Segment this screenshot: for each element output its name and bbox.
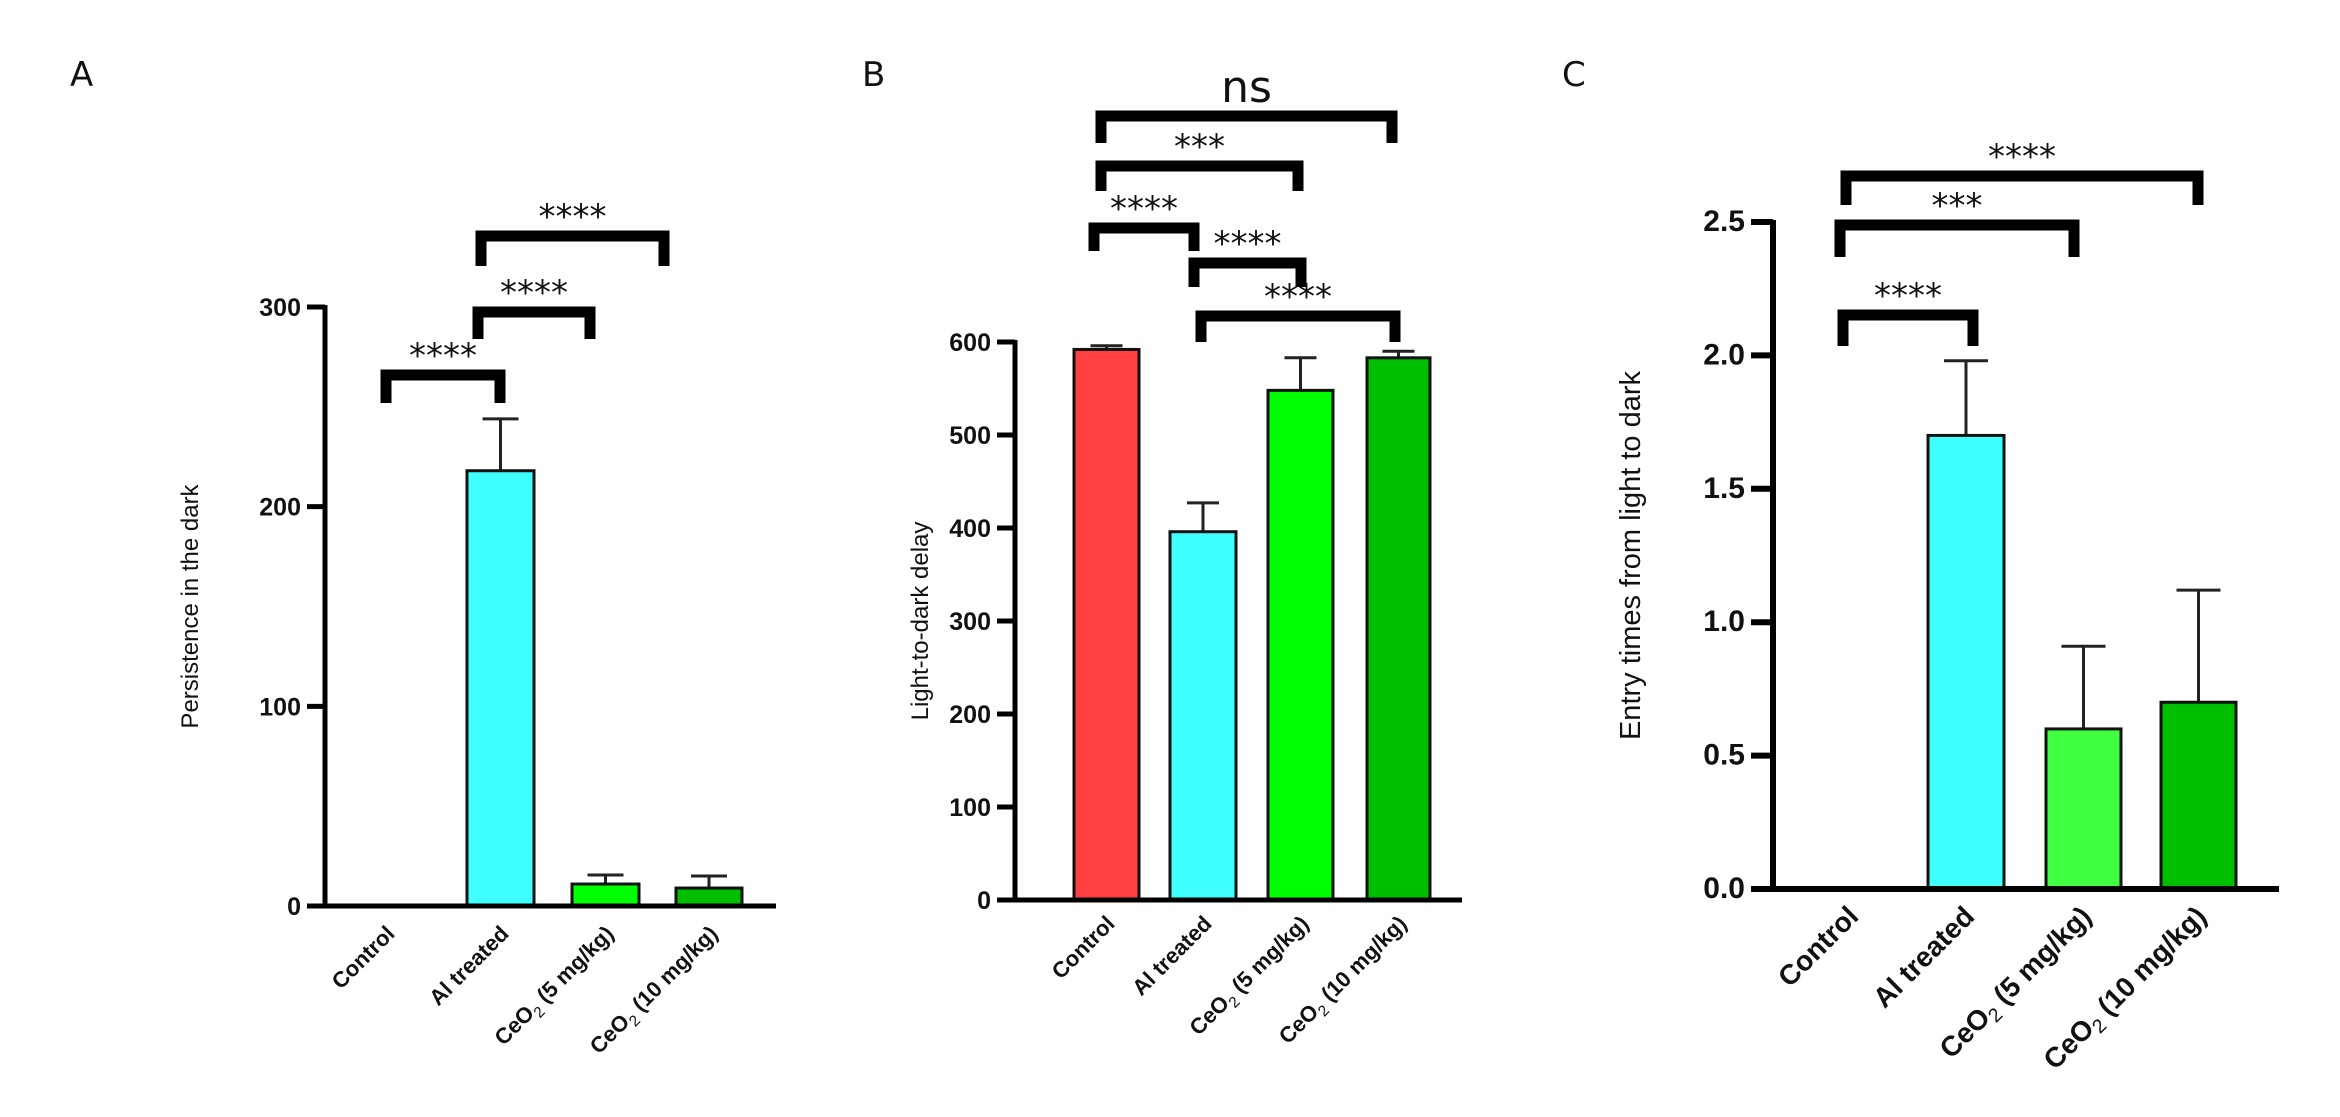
- bar-3: [1365, 356, 1432, 902]
- y-tick-label: 0: [287, 893, 301, 921]
- bar-2: [2044, 727, 2123, 891]
- significance-label: ****: [500, 273, 568, 313]
- bar-2: [570, 882, 641, 908]
- x-tick-label: Control: [327, 921, 400, 994]
- y-tick-label: 200: [259, 494, 301, 522]
- significance-bracket: [1834, 219, 2080, 257]
- y-tick-label: 0.5: [1703, 739, 1745, 772]
- significance-label: ****: [1110, 189, 1178, 229]
- y-tick-label: 300: [259, 294, 301, 322]
- significance-label: ****: [1874, 276, 1942, 316]
- bar-3: [674, 886, 744, 908]
- x-tick-label-text: (10 mg/kg): [1312, 911, 1412, 1011]
- bar-1: [465, 469, 536, 908]
- significance-bracket: [1195, 310, 1401, 342]
- x-tick-label-text: (5 mg/kg): [1982, 900, 2097, 1015]
- x-tick-label-text: Al treated: [1127, 911, 1216, 1000]
- significance-bracket: [1188, 257, 1307, 287]
- significance-label: ****: [1264, 277, 1332, 317]
- y-axis-title: Persistence in the dark: [177, 483, 204, 728]
- panel-a-chart: 0 100 200 300 Persistence in the dark Control…: [177, 197, 776, 1059]
- panel-c-chart: 0.0 0.5 1.0 1.5 2.0 2.5 Entry times from light…: [1615, 137, 2279, 1075]
- significance-bracket: [1095, 160, 1304, 191]
- x-tick-label: Al treated: [1127, 911, 1216, 1000]
- significance-bracket: [1840, 170, 2204, 205]
- x-tick-label-text: Al treated: [1867, 900, 1980, 1013]
- significance-bracket: [472, 306, 596, 339]
- y-tick-label: 300: [949, 608, 991, 636]
- x-tick-label-text: (5 mg/kg): [527, 921, 618, 1012]
- y-tick-label: 400: [949, 515, 991, 543]
- panel-letter-b: B: [862, 55, 885, 95]
- y-tick-label: 0.0: [1703, 872, 1745, 905]
- x-tick-label: Al treated: [1867, 900, 1980, 1013]
- x-tick-label-text: (10 mg/kg): [2086, 900, 2212, 1026]
- y-tick-label: 2.0: [1703, 338, 1745, 371]
- significance-bracket: [1837, 309, 1979, 346]
- significance-label: ****: [1214, 224, 1282, 264]
- significance-label: ***: [1174, 127, 1225, 167]
- x-tick-label-text: (5 mg/kg): [1222, 911, 1313, 1002]
- significance-label: ****: [1988, 137, 2056, 177]
- x-tick-label: Control: [1772, 900, 1864, 992]
- y-tick-label: 500: [949, 422, 991, 450]
- y-tick-label: 100: [259, 693, 301, 721]
- bar-0: [1072, 347, 1141, 902]
- significance-label: ns: [1221, 62, 1272, 113]
- panel-letter-a: A: [70, 55, 93, 95]
- x-tick-label: Control: [1047, 911, 1120, 984]
- x-tick-label-text: Control: [327, 921, 400, 994]
- y-tick-label: 1.0: [1703, 605, 1745, 638]
- panel-b-chart: 0 100 200 300 400 500 600 Light-to-dark delay Co…: [907, 62, 1462, 1049]
- x-tick-label-text: Al treated: [424, 921, 513, 1010]
- bar-1: [1168, 530, 1238, 902]
- bar-1: [1926, 433, 2006, 891]
- significance-bracket: [475, 230, 670, 266]
- panel-letter-c: C: [1562, 55, 1586, 95]
- significance-label: ****: [539, 197, 607, 237]
- y-tick-label: 0: [977, 887, 991, 915]
- y-axis-title: Entry times from light to dark: [1615, 370, 1647, 740]
- bar-2: [1266, 388, 1335, 902]
- y-tick-label: 600: [949, 329, 991, 357]
- significance-label: ****: [409, 336, 477, 376]
- significance-label: ***: [1932, 186, 1983, 226]
- significance-bracket: [1088, 222, 1200, 251]
- y-tick-label: 1.5: [1703, 472, 1745, 505]
- significance-bracket: [380, 369, 506, 403]
- x-tick-label-text: (10 mg/kg): [623, 921, 723, 1021]
- y-tick-label: 100: [949, 794, 991, 822]
- significance-bracket: [1095, 110, 1398, 143]
- x-tick-label-text: Control: [1772, 900, 1864, 992]
- y-tick-label: 2.5: [1703, 205, 1745, 238]
- bar-3: [2159, 700, 2238, 891]
- x-tick-label: Al treated: [424, 921, 513, 1010]
- y-axis-title: Light-to-dark delay: [907, 522, 934, 721]
- y-tick-label: 200: [949, 701, 991, 729]
- x-tick-label-text: Control: [1047, 911, 1120, 984]
